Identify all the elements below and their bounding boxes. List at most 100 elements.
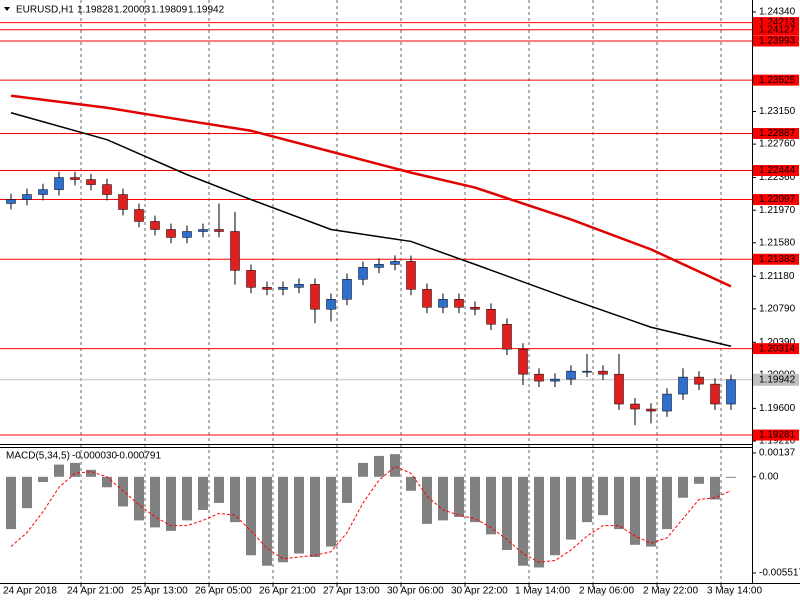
candle-body (102, 184, 112, 195)
candle-body (374, 264, 384, 268)
y-tick-label: 1.23150 (759, 106, 796, 117)
candle-body (390, 261, 400, 265)
macd-title: MACD(5,34,5) (6, 451, 70, 462)
menu-arrow[interactable] (4, 7, 10, 11)
candle-body (486, 309, 496, 325)
x-tick-label: 1 May 14:00 (515, 586, 570, 597)
candle-body (6, 199, 16, 204)
moving-average (10, 94, 732, 288)
macd-bar (630, 476, 640, 545)
candle-body (86, 179, 96, 185)
candle-body (54, 177, 64, 190)
macd-bar (550, 476, 560, 556)
x-tick-label: 30 Apr 22:00 (451, 586, 508, 597)
candle-body (134, 209, 144, 222)
candle-body (198, 229, 208, 232)
x-tick-label: 24 Apr 2018 (3, 586, 57, 597)
candle-body (438, 299, 448, 308)
candle-body (406, 261, 416, 290)
x-tick-label: 27 Apr 13:00 (323, 586, 380, 597)
macd-bar (390, 454, 400, 477)
candle-body (422, 289, 432, 308)
ohlc-low: 1.19809 (151, 5, 188, 16)
macd-bar (534, 476, 544, 568)
moving-average (10, 112, 732, 347)
y-tick-label: -0.005517 (759, 568, 800, 579)
level-label: 1.22097 (759, 194, 796, 205)
candle-body (646, 408, 656, 412)
candle-body (38, 189, 48, 195)
candle-body (310, 284, 320, 310)
macd-bar (678, 476, 688, 498)
level-box (753, 74, 799, 86)
macd-bar (342, 476, 352, 503)
y-tick-label: 1.21180 (759, 271, 795, 282)
level-label: 1.24213 (759, 17, 796, 28)
macd-bar (118, 476, 128, 507)
candle-body (150, 221, 160, 230)
macd-bar (406, 476, 416, 491)
candle-body (678, 376, 688, 395)
level-label: 1.19281 (759, 430, 796, 441)
candle-body (534, 373, 544, 382)
y-tick-label: 1.22760 (759, 139, 796, 150)
candle-body (454, 299, 464, 308)
level-box (753, 35, 799, 47)
macd-bar (262, 476, 272, 566)
macd-bar (134, 476, 144, 521)
level-box (753, 17, 799, 29)
candle-body (710, 383, 720, 405)
macd-bar (198, 476, 208, 510)
macd-bar (518, 476, 528, 566)
macd-bar (662, 476, 672, 530)
level-box (753, 429, 799, 441)
candle-body (550, 378, 560, 382)
candle-body (470, 307, 480, 310)
x-tick-label: 26 Apr 21:00 (259, 586, 316, 597)
candle-body (294, 284, 304, 288)
macd-bar (230, 476, 240, 523)
macd-bar (166, 476, 176, 531)
candle-body (614, 373, 624, 405)
y-tick-label: 1.20390 (759, 337, 796, 348)
candle-body (518, 348, 528, 375)
candle-body (166, 229, 176, 238)
candle-body (278, 287, 288, 290)
macd-bar (358, 462, 368, 477)
macd-bar (278, 476, 288, 563)
macd-bar (38, 476, 48, 483)
macd-bar (326, 476, 336, 547)
level-label: 1.23993 (759, 36, 796, 47)
candle-body (22, 194, 32, 200)
candle-body (726, 379, 736, 405)
macd-bar (22, 476, 32, 509)
x-tick-label: 26 Apr 05:00 (195, 586, 252, 597)
level-box (753, 165, 799, 177)
level-box (753, 343, 799, 355)
level-label: 1.23525 (759, 75, 796, 86)
candle-body (358, 267, 368, 280)
candle-body (694, 376, 704, 385)
ohlc-open: 1.19828 (77, 5, 114, 16)
macd-bar (374, 455, 384, 477)
x-tick-label: 2 May 06:00 (579, 586, 634, 597)
candle-body (182, 231, 192, 238)
macd-bar (214, 476, 224, 503)
y-tick-label: 1.22360 (759, 172, 796, 183)
candle-body (630, 403, 640, 410)
candle-body (214, 229, 224, 232)
y-tick-label: 1.24340 (759, 7, 796, 18)
macd-bar (86, 469, 96, 477)
ohlc-high: 1.20003 (114, 5, 151, 16)
level-label: 1.22444 (759, 165, 796, 176)
macd-bar (70, 462, 80, 477)
macd-bar (182, 476, 192, 521)
level-label: 1.22887 (759, 128, 796, 139)
macd-signal (10, 465, 732, 563)
y-tick-label: 1.20790 (759, 303, 796, 314)
y-tick-label: 1.19600 (759, 403, 796, 414)
macd-bar (614, 476, 624, 530)
